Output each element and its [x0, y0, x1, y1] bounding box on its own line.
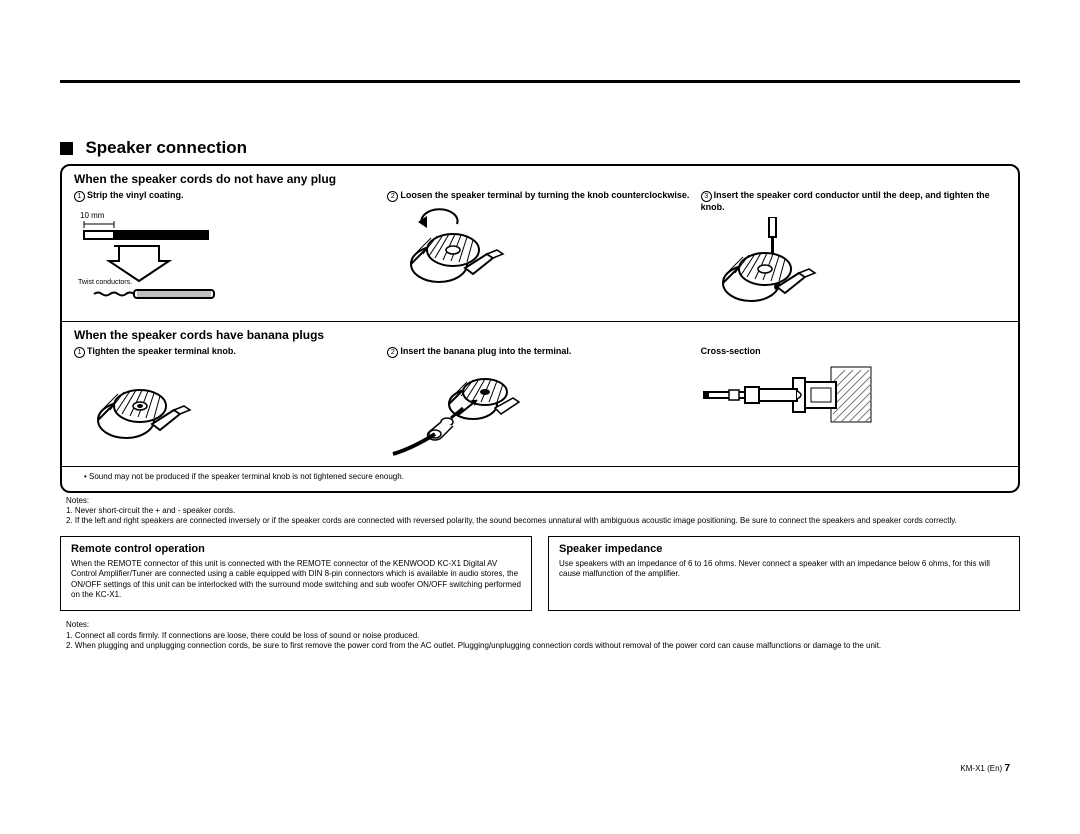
- step-b3-label: Cross-section: [701, 346, 1006, 357]
- label-10mm: 10 mm: [80, 211, 105, 220]
- notes1-n1: 1. Never short-circuit the + and - speak…: [66, 506, 1014, 516]
- step-a1-text: Strip the vinyl coating.: [87, 190, 184, 200]
- step-a1: 1Strip the vinyl coating. 10 mm Twist co…: [74, 190, 379, 317]
- diagram-insert-banana: [387, 362, 692, 462]
- panel-impedance-body: Use speakers with an impedance of 6 to 1…: [559, 559, 1009, 580]
- step-a3: 3Insert the speaker cord conductor until…: [701, 190, 1006, 317]
- footer-model: KM-X1 (En): [960, 764, 1002, 773]
- main-instruction-box: When the speaker cords do not have any p…: [60, 164, 1020, 493]
- top-rule: [60, 80, 1020, 83]
- step-a2-text: Loosen the speaker terminal by turning t…: [400, 190, 689, 200]
- notes2-head: Notes:: [66, 620, 1014, 630]
- row-banana: 1Tighten the speaker terminal knob.: [62, 344, 1018, 466]
- diagram-cross-section: [701, 362, 1006, 462]
- diagram-strip-coating: 10 mm Twist conductors.: [74, 206, 379, 306]
- panel-impedance: Speaker impedance Use speakers with an i…: [548, 536, 1020, 612]
- step-a1-label: 1Strip the vinyl coating.: [74, 190, 379, 202]
- step-b2-label: 2Insert the banana plug into the termina…: [387, 346, 692, 358]
- page-footer: KM-X1 (En) 7: [960, 763, 1010, 774]
- subheading-banana: When the speaker cords have banana plugs: [62, 322, 1018, 344]
- section-title-text: Speaker connection: [85, 138, 247, 157]
- circled-3-icon: 3: [701, 191, 712, 202]
- step-b3: Cross-section: [701, 346, 1006, 462]
- step-b2-text: Insert the banana plug into the terminal…: [400, 346, 571, 356]
- square-bullet-icon: [60, 142, 73, 155]
- step-b3-text: Cross-section: [701, 346, 761, 356]
- info-panels: Remote control operation When the REMOTE…: [60, 536, 1020, 612]
- section-title: Speaker connection: [60, 138, 1020, 158]
- step-b1-label: 1Tighten the speaker terminal knob.: [74, 346, 379, 358]
- footer-page: 7: [1004, 763, 1010, 774]
- circled-1b-icon: 1: [74, 347, 85, 358]
- panel-remote-title: Remote control operation: [71, 543, 521, 555]
- subheading-no-plug: When the speaker cords do not have any p…: [62, 166, 1018, 188]
- diagram-loosen-terminal: [387, 206, 692, 306]
- inner-note: • Sound may not be produced if the speak…: [62, 467, 1018, 490]
- step-b1: 1Tighten the speaker terminal knob.: [74, 346, 379, 462]
- circled-1-icon: 1: [74, 191, 85, 202]
- notes1-head: Notes:: [66, 496, 1014, 506]
- step-a3-label: 3Insert the speaker cord conductor until…: [701, 190, 1006, 213]
- step-b2: 2Insert the banana plug into the termina…: [387, 346, 692, 462]
- circled-2b-icon: 2: [387, 347, 398, 358]
- diagram-tighten-knob: [74, 362, 379, 462]
- notes-block-2: Notes: 1. Connect all cords firmly. If c…: [60, 617, 1020, 654]
- notes2-n2: 2. When plugging and unplugging connecti…: [66, 641, 1014, 651]
- notes-block-1: Notes: 1. Never short-circuit the + and …: [60, 493, 1020, 530]
- row-no-plug: 1Strip the vinyl coating. 10 mm Twist co…: [62, 188, 1018, 321]
- circled-2-icon: 2: [387, 191, 398, 202]
- step-a2: 2Loosen the speaker terminal by turning …: [387, 190, 692, 317]
- panel-impedance-title: Speaker impedance: [559, 543, 1009, 555]
- notes2-n1: 1. Connect all cords firmly. If connecti…: [66, 631, 1014, 641]
- label-twist: Twist conductors.: [78, 279, 132, 286]
- panel-remote-body: When the REMOTE connector of this unit i…: [71, 559, 521, 601]
- diagram-insert-conductor: [701, 217, 1006, 317]
- step-a3-text: Insert the speaker cord conductor until …: [701, 190, 990, 212]
- notes1-n2: 2. If the left and right speakers are co…: [66, 516, 1014, 526]
- step-b1-text: Tighten the speaker terminal knob.: [87, 346, 236, 356]
- step-a2-label: 2Loosen the speaker terminal by turning …: [387, 190, 692, 202]
- panel-remote: Remote control operation When the REMOTE…: [60, 536, 532, 612]
